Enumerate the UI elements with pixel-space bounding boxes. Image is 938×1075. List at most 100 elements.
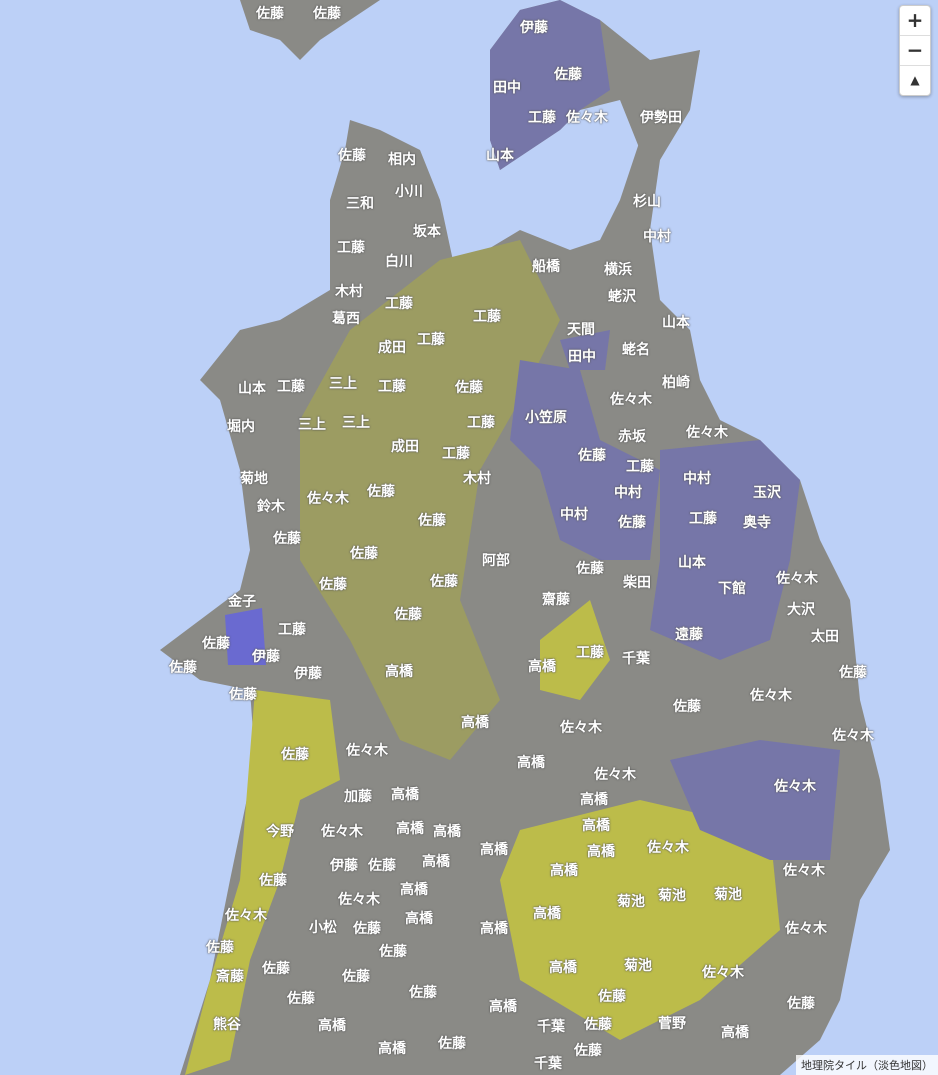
surname-label: 蛯沢 <box>608 289 636 305</box>
surname-label: 伊勢田 <box>640 110 682 126</box>
surname-label: 三上 <box>329 376 357 392</box>
surname-label: 佐々木 <box>774 779 816 795</box>
surname-label: 奥寺 <box>743 515 771 531</box>
surname-label: 斎藤 <box>216 969 244 985</box>
surname-label: 佐藤 <box>281 747 309 763</box>
surname-label: 菊池 <box>624 958 652 974</box>
surname-label: 高橋 <box>528 659 556 675</box>
surname-label: 鈴木 <box>257 499 285 515</box>
surname-label: 高橋 <box>550 863 578 879</box>
surname-label: 工藤 <box>689 511 717 527</box>
surname-label: 菅野 <box>658 1016 686 1032</box>
surname-label: 中村 <box>614 485 642 501</box>
surname-label: 佐藤 <box>787 996 815 1012</box>
surname-label: 佐々木 <box>346 743 388 759</box>
surname-label: 蛯名 <box>622 342 650 358</box>
surname-label: 菊池 <box>617 894 645 910</box>
attribution[interactable]: 地理院タイル（淡色地図） <box>796 1055 938 1075</box>
surname-label: 山本 <box>486 148 514 164</box>
surname-label: 工藤 <box>378 379 406 395</box>
surname-label: 大沢 <box>787 602 815 618</box>
surname-label: 佐藤 <box>598 989 626 1005</box>
surname-label: 佐藤 <box>839 665 867 681</box>
surname-label: 佐々木 <box>686 425 728 441</box>
surname-label: 三上 <box>342 415 370 431</box>
zoom-in-button[interactable]: + <box>900 6 930 36</box>
hokkaido-land <box>240 0 380 60</box>
surname-label: 佐々木 <box>560 720 602 736</box>
yellow-region-west <box>185 690 340 1075</box>
surname-label: 佐々木 <box>338 892 380 908</box>
surname-label: 菊池 <box>658 888 686 904</box>
surname-label: 佐藤 <box>206 940 234 956</box>
surname-label: 今野 <box>266 824 294 840</box>
surname-label: 千葉 <box>534 1056 562 1072</box>
surname-label: 佐藤 <box>350 546 378 562</box>
surname-label: 佐々木 <box>785 921 827 937</box>
surname-label: 坂本 <box>413 224 441 240</box>
surname-label: 中村 <box>643 229 671 245</box>
surname-label: 柴田 <box>623 575 651 591</box>
surname-label: 高橋 <box>422 854 450 870</box>
surname-label: 佐々木 <box>750 688 792 704</box>
surname-label: 佐藤 <box>256 6 284 22</box>
surname-label: 佐藤 <box>418 513 446 529</box>
surname-label: 佐藤 <box>313 6 341 22</box>
surname-label: 伊藤 <box>252 649 280 665</box>
compass-button[interactable]: ▲ <box>910 73 920 87</box>
surname-label: 佐々木 <box>566 110 608 126</box>
surname-label: 船橋 <box>532 259 560 275</box>
surname-label: 工藤 <box>528 110 556 126</box>
surname-label: 千葉 <box>622 651 650 667</box>
map-controls: + − ▲ <box>899 5 931 96</box>
surname-label: 佐藤 <box>262 961 290 977</box>
surname-label: 工藤 <box>337 240 365 256</box>
surname-label: 下館 <box>718 581 746 597</box>
surname-label: 齋藤 <box>542 592 570 608</box>
surname-label: 佐々木 <box>594 767 636 783</box>
surname-label: 高橋 <box>582 818 610 834</box>
purple-region-east <box>650 440 800 660</box>
surname-label: 高橋 <box>396 821 424 837</box>
purple-region-southeast <box>670 740 840 860</box>
surname-label: 佐藤 <box>554 67 582 83</box>
surname-label: 加藤 <box>344 789 372 805</box>
surname-label: 田中 <box>568 349 596 365</box>
surname-label: 小松 <box>309 920 337 936</box>
surname-label: 木村 <box>463 471 491 487</box>
surname-label: 佐藤 <box>578 448 606 464</box>
surname-label: 玉沢 <box>753 485 781 501</box>
surname-label: 佐藤 <box>353 921 381 937</box>
surname-label: 佐藤 <box>576 561 604 577</box>
surname-label: 高橋 <box>480 921 508 937</box>
surname-label: 横浜 <box>604 262 632 278</box>
surname-label: 菊地 <box>240 471 268 487</box>
surname-label: 高橋 <box>587 844 615 860</box>
surname-label: 高橋 <box>517 755 545 771</box>
surname-label: 佐藤 <box>368 858 396 874</box>
surname-label: 佐々木 <box>702 965 744 981</box>
surname-label: 工藤 <box>467 415 495 431</box>
surname-label: 山本 <box>662 315 690 331</box>
yellow-region-center <box>540 600 610 700</box>
surname-label: 佐藤 <box>455 380 483 396</box>
surname-label: 工藤 <box>417 332 445 348</box>
surname-label: 佐藤 <box>338 148 366 164</box>
surname-label: 三上 <box>298 417 326 433</box>
surname-label: 伊藤 <box>294 666 322 682</box>
surname-label: 佐藤 <box>584 1017 612 1033</box>
surname-label: 杉山 <box>633 194 661 210</box>
surname-label: 成田 <box>378 340 406 356</box>
surname-label: 金子 <box>228 594 256 610</box>
surname-label: 工藤 <box>277 379 305 395</box>
surname-label: 中村 <box>683 471 711 487</box>
purple-region-shimokita <box>490 0 610 170</box>
surname-label: 田中 <box>493 80 521 96</box>
surname-label: 菊池 <box>714 887 742 903</box>
surname-label: 高橋 <box>549 960 577 976</box>
zoom-out-button[interactable]: − <box>900 36 930 66</box>
surname-label: 佐藤 <box>673 699 701 715</box>
surname-label: 佐々木 <box>225 908 267 924</box>
surname-label: 佐藤 <box>574 1043 602 1059</box>
